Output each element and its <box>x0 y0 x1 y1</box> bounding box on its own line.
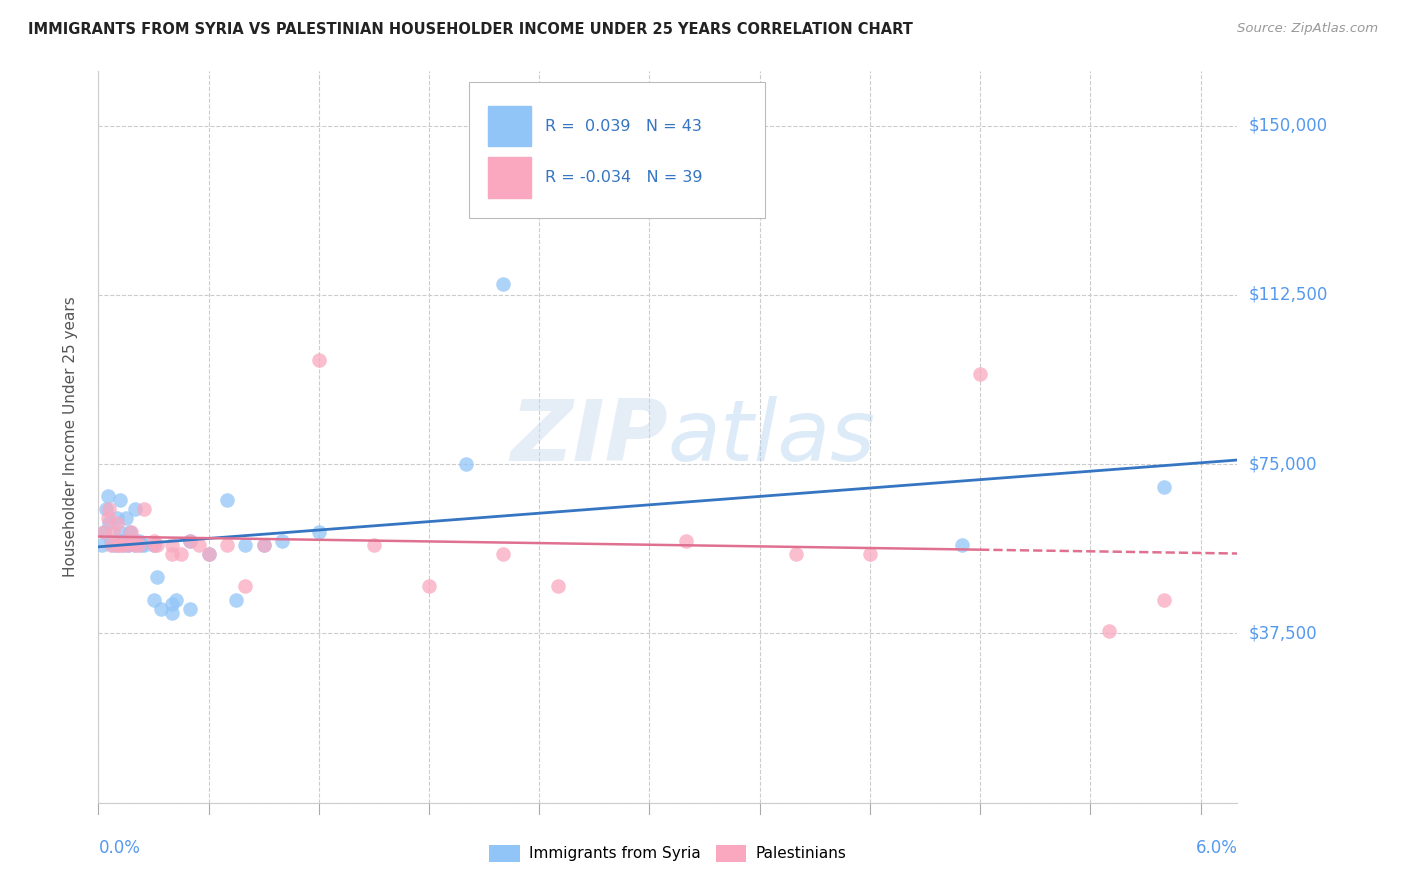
Point <box>134 538 156 552</box>
Point <box>117 538 139 552</box>
Point <box>859 548 882 562</box>
Point <box>418 579 440 593</box>
Point <box>308 524 330 539</box>
Text: ZIP: ZIP <box>510 395 668 479</box>
Point <box>547 579 569 593</box>
Point <box>149 601 172 615</box>
Point <box>115 533 138 548</box>
Point <box>179 533 201 548</box>
Point <box>121 533 143 548</box>
Point <box>121 524 143 539</box>
Point <box>105 538 128 552</box>
Point <box>97 489 120 503</box>
Point <box>491 277 513 291</box>
Point <box>110 524 132 539</box>
Point <box>142 592 165 607</box>
Text: Source: ZipAtlas.com: Source: ZipAtlas.com <box>1237 22 1378 36</box>
Point <box>675 533 697 548</box>
Point <box>115 511 138 525</box>
Point <box>1098 624 1121 639</box>
Point <box>160 597 183 611</box>
Point <box>111 538 134 552</box>
Point <box>165 592 187 607</box>
Point <box>491 548 513 562</box>
Text: 6.0%: 6.0% <box>1195 839 1237 857</box>
Point <box>105 516 128 530</box>
Point <box>100 538 122 552</box>
Point <box>235 579 257 593</box>
Point <box>105 511 128 525</box>
Point <box>101 538 124 552</box>
Point <box>142 538 165 552</box>
Point <box>146 538 169 552</box>
Point <box>160 606 183 620</box>
Point <box>170 548 193 562</box>
Point <box>100 533 122 548</box>
Point <box>363 538 385 552</box>
Text: 0.0%: 0.0% <box>98 839 141 857</box>
Point <box>179 533 201 548</box>
Point <box>1153 592 1175 607</box>
Point <box>124 502 146 516</box>
Point <box>124 533 146 548</box>
Text: R = -0.034   N = 39: R = -0.034 N = 39 <box>546 169 703 185</box>
Point <box>179 601 201 615</box>
Text: atlas: atlas <box>668 395 876 479</box>
Text: $112,500: $112,500 <box>1249 285 1327 304</box>
Point <box>969 367 991 381</box>
Point <box>215 538 238 552</box>
Point <box>101 524 124 539</box>
Point <box>134 502 156 516</box>
FancyBboxPatch shape <box>468 82 765 218</box>
Point <box>110 538 132 552</box>
Point <box>215 493 238 508</box>
Bar <box>488 157 531 197</box>
Point <box>160 548 183 562</box>
Text: $75,000: $75,000 <box>1249 455 1317 473</box>
Point <box>111 533 134 548</box>
Point <box>97 511 120 525</box>
Point <box>197 548 219 562</box>
Point <box>124 538 146 552</box>
Point <box>128 538 150 552</box>
Point <box>112 538 135 552</box>
Text: $150,000: $150,000 <box>1249 117 1327 135</box>
Point <box>115 533 138 548</box>
Text: IMMIGRANTS FROM SYRIA VS PALESTINIAN HOUSEHOLDER INCOME UNDER 25 YEARS CORRELATI: IMMIGRANTS FROM SYRIA VS PALESTINIAN HOU… <box>28 22 912 37</box>
Point <box>94 502 117 516</box>
Point <box>188 538 211 552</box>
Point <box>91 538 114 552</box>
Point <box>225 592 247 607</box>
Point <box>129 538 152 552</box>
Point <box>235 538 257 552</box>
Text: R =  0.039   N = 43: R = 0.039 N = 43 <box>546 119 702 134</box>
Point <box>118 524 141 539</box>
Point <box>197 548 219 562</box>
Point <box>98 516 121 530</box>
Point <box>128 533 150 548</box>
Point <box>105 538 128 552</box>
Point <box>142 533 165 548</box>
Point <box>117 538 139 552</box>
Point <box>253 538 276 552</box>
Point <box>98 502 121 516</box>
Point <box>253 538 276 552</box>
Point <box>160 538 183 552</box>
Point <box>146 570 169 584</box>
Point <box>308 353 330 368</box>
Point <box>93 524 115 539</box>
Point <box>1153 480 1175 494</box>
Point <box>950 538 973 552</box>
Bar <box>488 106 531 146</box>
Point <box>454 457 477 471</box>
Point <box>271 533 294 548</box>
Legend: Immigrants from Syria, Palestinians: Immigrants from Syria, Palestinians <box>484 838 852 868</box>
Text: $37,500: $37,500 <box>1249 624 1317 642</box>
Point <box>93 524 115 539</box>
Point <box>124 538 146 552</box>
Point <box>110 493 132 508</box>
Point <box>785 548 807 562</box>
Y-axis label: Householder Income Under 25 years: Householder Income Under 25 years <box>63 297 77 577</box>
Point <box>142 538 165 552</box>
